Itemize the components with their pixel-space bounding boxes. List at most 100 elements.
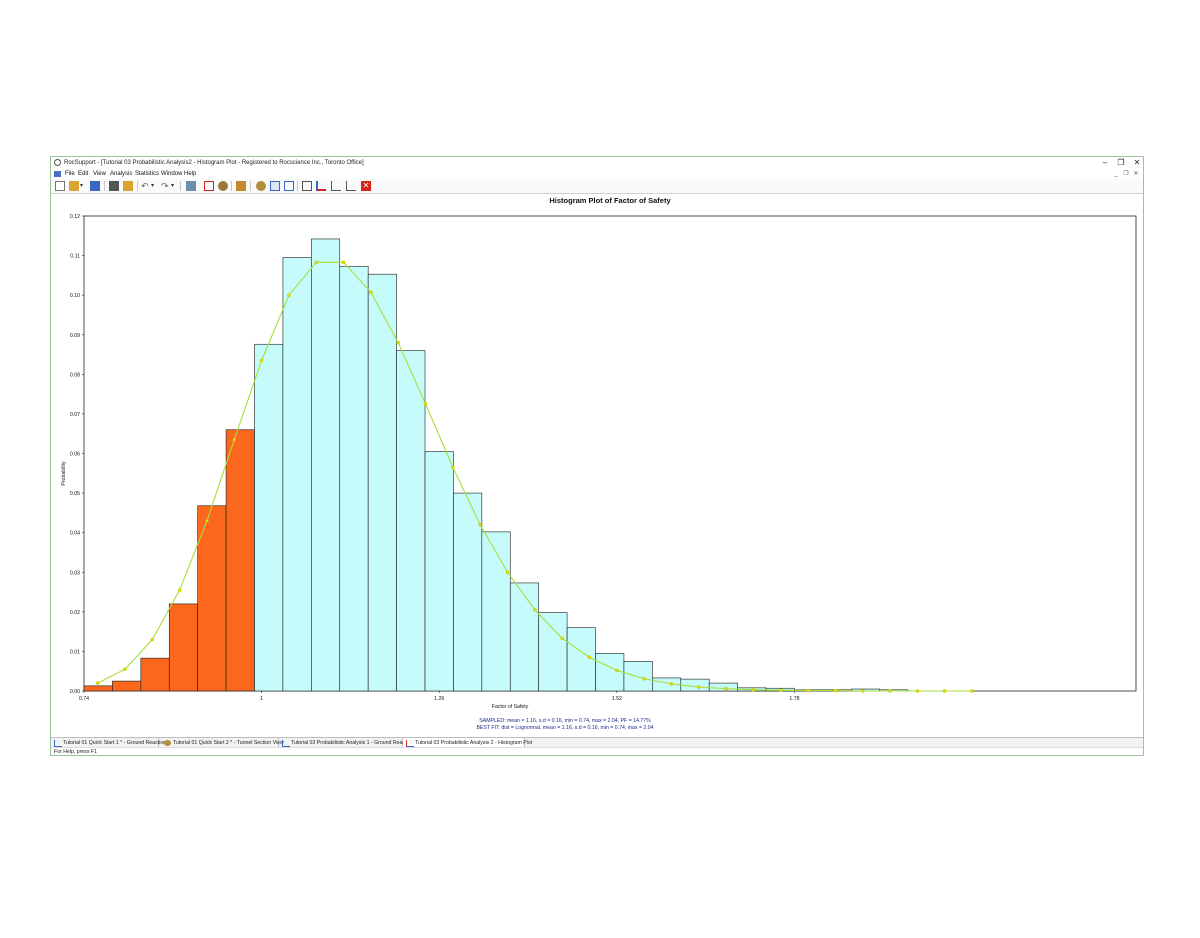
- y-tick-label: 0.01: [70, 649, 80, 655]
- best-fit-point: [95, 681, 100, 685]
- menu-help[interactable]: Help: [184, 171, 197, 177]
- cumulative-icon[interactable]: [284, 181, 294, 191]
- save-icon[interactable]: [90, 181, 100, 191]
- best-fit-stats: BEST FIT: dist = Lognormal, mean = 1.16,…: [476, 725, 653, 731]
- best-fit-point: [314, 260, 319, 265]
- menu-window[interactable]: Window: [161, 171, 183, 177]
- y-tick-label: 0.10: [70, 293, 80, 299]
- menu-file[interactable]: File: [65, 171, 75, 177]
- x-tick-label: 1.78: [789, 696, 799, 702]
- histogram-bar: [453, 492, 483, 692]
- app-window: RocSupport - [Tutorial 03 Probabilistic …: [50, 156, 1144, 756]
- toolbar-separator: [297, 181, 298, 191]
- histogram-bar: [481, 531, 511, 692]
- best-fit-point: [423, 402, 428, 406]
- best-fit-point: [724, 686, 728, 691]
- failure-bar: [197, 505, 227, 692]
- tunnel-section-icon: [164, 740, 171, 746]
- menu-view[interactable]: View: [93, 171, 106, 177]
- mdi-close-button[interactable]: ✕: [1133, 171, 1139, 177]
- document-tabs: Tutorial 01 Quick Start 1 * - Ground Rea…: [51, 737, 1143, 748]
- edit-data-icon[interactable]: [204, 181, 214, 191]
- toolbar-separator: [250, 181, 251, 191]
- close-button[interactable]: ✕: [1133, 158, 1141, 167]
- redo-icon[interactable]: ↷: [161, 181, 169, 191]
- status-bar: For Help, press F1: [51, 747, 1143, 756]
- wand-icon[interactable]: [236, 181, 246, 191]
- menu-analysis[interactable]: Analysis: [110, 171, 133, 177]
- best-fit-point: [177, 588, 182, 592]
- y-tick-label: 0.03: [70, 570, 80, 576]
- failure-bar: [83, 685, 113, 692]
- histogram-bar: [254, 343, 284, 692]
- ground-reaction-icon: [282, 740, 290, 747]
- undo-icon[interactable]: ↶: [141, 181, 149, 191]
- ground-reaction-icon: [54, 740, 62, 747]
- print-preview-icon[interactable]: [123, 181, 133, 191]
- open-icon[interactable]: [69, 181, 79, 191]
- histogram-bar: [311, 238, 341, 692]
- best-fit-point: [478, 522, 482, 527]
- x-tick-label: 1.26: [434, 696, 444, 702]
- chart-title: Histogram Plot of Factor of Safety: [549, 196, 671, 205]
- y-tick-label: 0.02: [70, 610, 80, 616]
- y-tick-label: 0.06: [70, 452, 80, 458]
- best-fit-point: [669, 682, 674, 686]
- menu-edit[interactable]: Edit: [78, 171, 89, 177]
- compute-icon[interactable]: [256, 181, 266, 191]
- best-fit-point: [123, 667, 127, 671]
- tab-quick-start-2[interactable]: Tutorial 01 Quick Start 2 * - Tunnel Sec…: [161, 738, 284, 748]
- best-fit-point: [505, 570, 510, 574]
- window-title: RocSupport - [Tutorial 03 Probabilistic …: [64, 160, 364, 166]
- tab-quick-start-1[interactable]: Tutorial 01 Quick Start 1 * - Ground Rea…: [51, 738, 166, 748]
- redo-dropdown-icon[interactable]: ▾: [171, 183, 175, 189]
- y-axis-label: Probability: [61, 461, 67, 486]
- y-tick-label: 0.11: [70, 254, 80, 260]
- failure-bar: [112, 680, 142, 692]
- report-icon[interactable]: [302, 181, 312, 191]
- bar-chart-icon[interactable]: [316, 181, 326, 191]
- best-fit-point: [833, 688, 838, 693]
- x-tick-label: 0.74: [79, 696, 89, 702]
- mdi-restore-button[interactable]: ❐: [1123, 171, 1129, 177]
- tab-label: Tutorial 01 Quick Start 1 * - Ground Rea…: [63, 740, 167, 746]
- histogram-bar: [282, 257, 312, 692]
- tab-label: Tutorial 03 Probabilistic Analysis 1 - G…: [291, 740, 414, 746]
- best-fit-point: [369, 290, 373, 295]
- tab-probabilistic-1[interactable]: Tutorial 03 Probabilistic Analysis 1 - G…: [279, 738, 413, 748]
- best-fit-point: [751, 688, 756, 692]
- mdi-minimize-button[interactable]: _: [1114, 171, 1118, 177]
- tab-probabilistic-2[interactable]: Tutorial 03 Probabilistic Analysis 2 - H…: [403, 738, 532, 748]
- best-fit-point: [587, 655, 592, 660]
- new-icon[interactable]: [55, 181, 65, 191]
- print-icon[interactable]: [109, 181, 119, 191]
- dropdown-icon[interactable]: ▾: [80, 183, 84, 189]
- settings-icon[interactable]: [218, 181, 228, 191]
- best-fit-point: [970, 689, 974, 693]
- y-tick-label: 0.12: [70, 214, 80, 220]
- menu-statistics[interactable]: Statistics: [135, 171, 160, 177]
- best-fit-point: [642, 676, 646, 681]
- close-chart-icon[interactable]: ✕: [361, 181, 371, 191]
- best-fit-point: [615, 668, 619, 673]
- toolbar: ▾ ↶ ▾ ↷ ▾ ✕: [51, 179, 1143, 194]
- histogram-bar: [339, 265, 369, 692]
- best-fit-point: [205, 519, 209, 523]
- best-fit-point: [861, 689, 865, 693]
- histogram-icon[interactable]: [270, 181, 280, 191]
- display-icon[interactable]: [186, 181, 196, 191]
- best-fit-point: [942, 689, 947, 693]
- undo-dropdown-icon[interactable]: ▾: [151, 183, 155, 189]
- scatter-icon[interactable]: [331, 181, 341, 191]
- document-icon[interactable]: [54, 171, 61, 177]
- x-tick-label: 1: [260, 696, 263, 702]
- x-tick-label: 1.52: [612, 696, 622, 702]
- toolbar-separator: [137, 181, 138, 191]
- minimize-button[interactable]: –: [1102, 158, 1108, 167]
- best-fit-point: [888, 689, 892, 693]
- best-fit-point: [287, 293, 291, 297]
- sensitivity-icon[interactable]: [346, 181, 356, 191]
- restore-button[interactable]: ❐: [1117, 158, 1125, 167]
- histogram-bar: [566, 627, 596, 692]
- failure-bar: [168, 603, 198, 692]
